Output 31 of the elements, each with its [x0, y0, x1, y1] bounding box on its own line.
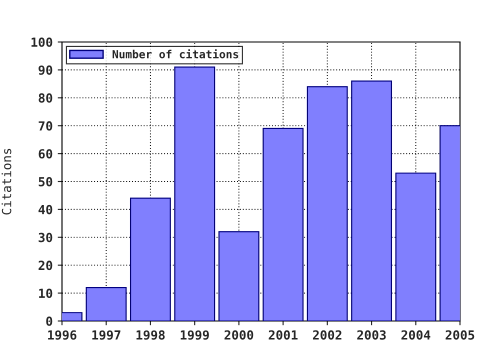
legend-label: Number of citations — [112, 49, 238, 58]
bar — [130, 198, 171, 321]
y-tick-label: 90 — [38, 65, 52, 75]
bar — [218, 231, 260, 321]
y-tick-label: 60 — [38, 149, 52, 159]
y-tick-label: 80 — [38, 93, 52, 103]
y-tick-label: 50 — [38, 176, 52, 186]
bar — [351, 80, 392, 321]
x-tick-label: 1998 — [136, 330, 165, 340]
y-tick-label: 70 — [38, 121, 52, 131]
bar — [86, 286, 127, 321]
x-tick-label: 1999 — [180, 330, 209, 340]
y-axis-title: Citations — [2, 148, 12, 215]
y-tick-label: 20 — [38, 260, 52, 270]
bar — [306, 86, 348, 321]
x-tick-label: 2002 — [312, 330, 342, 340]
y-tick-label: 10 — [39, 288, 52, 298]
y-tick-label: 0 — [46, 316, 52, 326]
x-tick-label: 2004 — [401, 330, 430, 340]
x-tick-label: 2005 — [446, 330, 474, 340]
x-tick-label: 1996 — [48, 330, 76, 340]
y-tick-label: 40 — [38, 204, 52, 214]
x-tick-label: 2001 — [268, 330, 298, 340]
bar — [262, 128, 304, 321]
x-tick-label: 2000 — [224, 330, 254, 340]
y-tick-label: 30 — [38, 232, 52, 242]
x-tick-label: 1997 — [92, 330, 120, 340]
bar — [395, 172, 436, 321]
y-tick-label: 100 — [32, 37, 52, 47]
x-tick-label: 2003 — [357, 330, 386, 340]
bar — [174, 66, 216, 321]
